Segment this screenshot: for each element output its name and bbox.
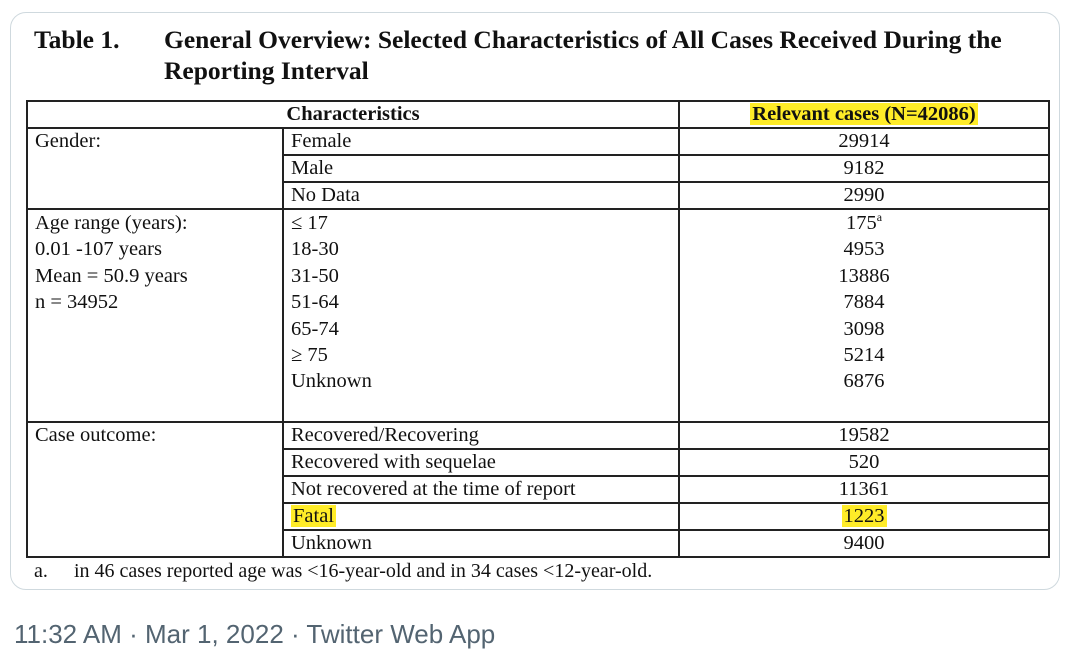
row-value: 9182 (678, 154, 1050, 183)
table-row: Case outcome: Recovered/Recovering 19582 (26, 421, 1050, 559)
row-value: 3098 (843, 317, 885, 340)
characteristics-table: Characteristics Relevant cases (N=42086)… (26, 100, 1050, 559)
row-label: Female (282, 127, 680, 156)
row-value: 1223 (678, 502, 1050, 532)
row-label: Recovered with sequelae (282, 448, 680, 478)
row-label: Not recovered at the time of report (282, 475, 680, 505)
footnote-marker: a. (34, 560, 48, 582)
table-row: Not recovered at the time of report 1136… (27, 475, 1050, 505)
row-label: Unknown (291, 370, 372, 393)
row-value: 175a (845, 210, 883, 234)
age-label-line: 0.01 -107 years (35, 238, 162, 261)
table-row: Gender: Female 29914 (26, 127, 1050, 210)
row-label: No Data (282, 181, 680, 210)
footnote-text: in 46 cases reported age was <16-year-ol… (74, 560, 653, 582)
age-label: Age range (years): 0.01 -107 years Mean … (26, 207, 284, 424)
row-label: Fatal (282, 502, 680, 532)
table-row: Male 9182 (27, 154, 1050, 183)
row-value: 9400 (678, 529, 1050, 559)
table-row: No Data 2990 (27, 181, 1050, 210)
age-label-line: Mean = 50.9 years (35, 264, 188, 287)
age-values: 175a 4953 13886 7884 3098 5214 6876 (678, 207, 1050, 424)
row-label: Recovered/Recovering (282, 421, 680, 451)
header-cases: Relevant cases (N=42086) (678, 100, 1050, 129)
row-label: 18-30 (291, 238, 339, 261)
row-label: ≥ 75 (291, 343, 328, 366)
row-value: 29914 (678, 127, 1050, 156)
row-label: 65-74 (291, 317, 339, 340)
table-row: Recovered with sequelae 520 (27, 448, 1050, 478)
row-value: 7884 (843, 291, 885, 314)
row-label: 31-50 (291, 264, 339, 287)
row-value: 19582 (678, 421, 1050, 451)
table-row: Unknown 9400 (27, 529, 1050, 559)
row-value: 13886 (838, 264, 890, 287)
row-label: ≤ 17 (291, 212, 328, 234)
highlighted-fatal-label: Fatal (291, 505, 336, 528)
row-value: 6876 (843, 370, 885, 393)
age-label-line: Age range (years): (35, 212, 188, 234)
row-value: 4953 (843, 238, 885, 261)
table-row-fatal: Fatal 1223 (27, 502, 1050, 532)
tweet-timestamp[interactable]: 11:32 AM · Mar 1, 2022 · Twitter Web App (14, 619, 496, 649)
row-value: 520 (678, 448, 1050, 478)
footnote-marker: a (876, 210, 883, 225)
row-label: Male (282, 154, 680, 183)
table-title-text: General Overview: Selected Characteristi… (164, 25, 1002, 85)
age-ranges: ≤ 17 18-30 31-50 51-64 65-74 ≥ 75 Unknow… (282, 207, 680, 424)
row-value: 2990 (678, 181, 1050, 210)
row-label: 51-64 (291, 291, 339, 314)
highlighted-fatal-value: 1223 (841, 505, 887, 528)
age-label-line: n = 34952 (35, 291, 119, 314)
header-row: Characteristics Relevant cases (N=42086) (26, 100, 1050, 129)
table-number: Table 1. (34, 25, 120, 54)
row-value: 5214 (843, 343, 885, 366)
age-group: Age range (years): 0.01 -107 years Mean … (26, 207, 1050, 424)
outcome-label: Case outcome: (26, 421, 284, 559)
header-characteristics: Characteristics (26, 100, 680, 129)
table-title: Table 1. General Overview: Selected Char… (34, 24, 1044, 86)
row-value: 11361 (678, 475, 1050, 505)
gender-label: Gender: (26, 127, 284, 210)
highlighted-header: Relevant cases (N=42086) (750, 103, 978, 125)
row-label: Unknown (282, 529, 680, 559)
table-footnote: a. in 46 cases reported age was <16-year-… (34, 560, 652, 583)
